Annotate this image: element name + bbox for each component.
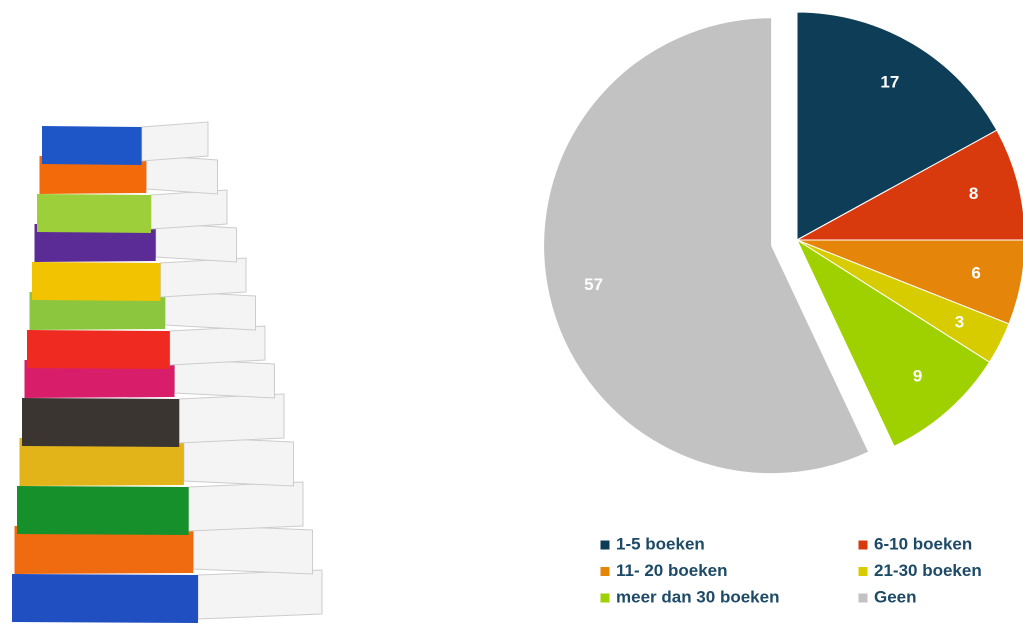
book-cover <box>22 398 180 447</box>
legend-swatch <box>599 539 611 551</box>
pie-slice <box>796 11 998 241</box>
book-pages <box>159 257 247 298</box>
data-label: 3 <box>955 312 964 331</box>
book-pages <box>164 290 256 331</box>
book-cover <box>27 330 170 369</box>
book-pages <box>183 436 294 487</box>
legend-swatch <box>857 592 869 604</box>
legend-label: Geen <box>874 587 917 606</box>
book-cover <box>32 262 161 301</box>
legend-label: 11- 20 boeken <box>616 561 728 580</box>
data-label: 9 <box>913 366 922 385</box>
book-stack-illustration <box>12 121 323 623</box>
data-label: 6 <box>971 264 980 283</box>
legend-label: meer dan 30 boeken <box>616 587 779 606</box>
data-label: 57 <box>584 275 603 294</box>
book-pages <box>178 393 285 444</box>
book-pages <box>192 524 313 575</box>
legend-swatch <box>857 539 869 551</box>
book-pages <box>174 358 275 399</box>
pie-slice <box>796 129 1023 241</box>
book-pages <box>155 222 237 263</box>
book-cover <box>19 437 184 486</box>
book-pages <box>141 121 209 162</box>
book-cover <box>14 525 194 574</box>
legend-swatch <box>599 566 611 577</box>
pie-slice <box>795 238 991 447</box>
data-label: 8 <box>969 184 978 203</box>
legend-label: 21-30 boeken <box>874 561 982 580</box>
book-pages <box>150 189 228 230</box>
book-cover <box>37 194 151 233</box>
data-label: 17 <box>880 72 899 91</box>
pie-slice <box>543 17 870 475</box>
book-pages <box>169 325 266 366</box>
legend-label: 6-10 boeken <box>874 534 972 553</box>
legend-swatch <box>599 592 611 604</box>
book-pages <box>188 481 304 532</box>
legend-swatch <box>857 566 869 577</box>
book-cover <box>12 574 198 623</box>
legend-label: 1-5 boeken <box>616 534 705 553</box>
book-cover <box>42 126 142 165</box>
book-pages <box>197 569 323 620</box>
book-pages <box>145 154 218 195</box>
book-cover <box>17 486 189 535</box>
